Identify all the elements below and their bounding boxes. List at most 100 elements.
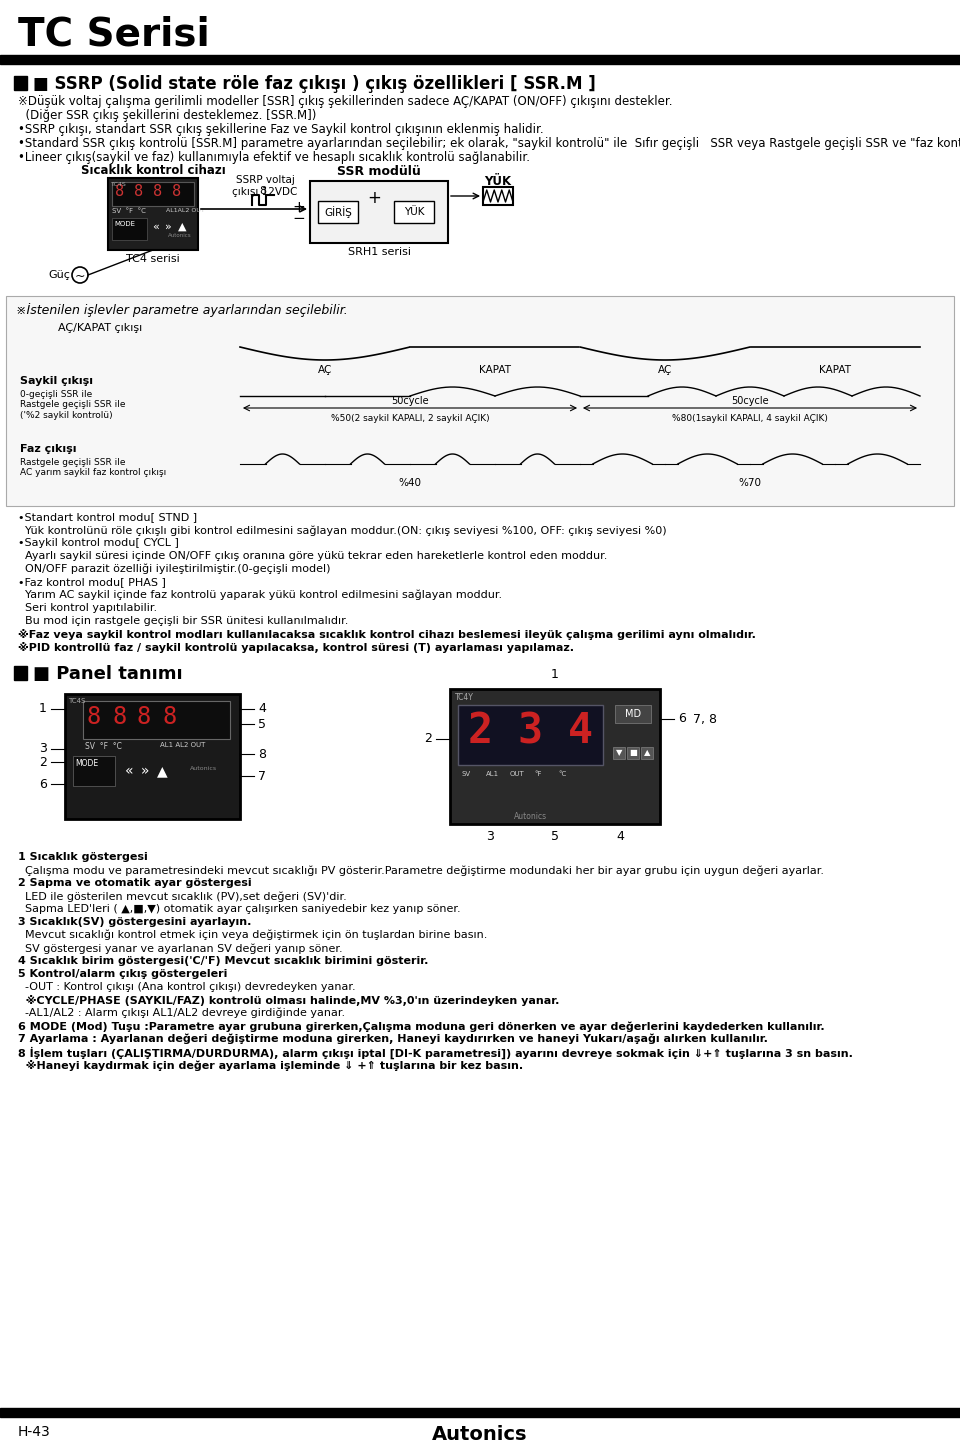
Text: «: « <box>152 222 158 232</box>
Text: KAPAT: KAPAT <box>819 364 851 374</box>
Text: 8: 8 <box>112 706 127 729</box>
Text: MD: MD <box>625 708 641 719</box>
Text: TC Serisi: TC Serisi <box>18 16 209 53</box>
Text: •Standart kontrol modu[ STND ]: •Standart kontrol modu[ STND ] <box>18 513 197 521</box>
Text: 7 Ayarlama : Ayarlanan değeri değiştirme moduna girerken, Haneyi kaydırırken ve : 7 Ayarlama : Ayarlanan değeri değiştirme… <box>18 1034 768 1044</box>
Bar <box>627 747 639 759</box>
Text: 50cycle: 50cycle <box>391 396 429 406</box>
Text: YÜK: YÜK <box>485 176 512 189</box>
Text: %70: %70 <box>738 478 761 488</box>
Text: LED ile gösterilen mevcut sıcaklık (PV),set değeri (SV)'dir.: LED ile gösterilen mevcut sıcaklık (PV),… <box>18 891 347 901</box>
Text: Yarım AC saykil içinde faz kontrolü yaparak yükü kontrol edilmesini sağlayan mod: Yarım AC saykil içinde faz kontrolü yapa… <box>18 590 502 600</box>
Text: ON/OFF parazit özelliği iyileştirilmiştir.(0-geçişli model): ON/OFF parazit özelliği iyileştirilmişti… <box>18 564 330 575</box>
Text: AL1: AL1 <box>486 770 499 778</box>
Bar <box>14 665 27 680</box>
Text: Güç: Güç <box>48 271 70 279</box>
Text: «: « <box>125 765 133 778</box>
Bar <box>310 181 448 243</box>
Text: Ayarlı saykil süresi içinde ON/OFF çıkış oranına göre yükü tekrar eden hareketle: Ayarlı saykil süresi içinde ON/OFF çıkış… <box>18 552 608 562</box>
Text: •Faz kontrol modu[ PHAS ]: •Faz kontrol modu[ PHAS ] <box>18 577 166 588</box>
Text: 8: 8 <box>259 186 267 196</box>
Bar <box>458 706 603 765</box>
Text: ※PID kontrollü faz / saykil kontrolü yapılacaksa, kontrol süresi (T) ayarlaması : ※PID kontrollü faz / saykil kontrolü yap… <box>18 642 574 652</box>
Text: 3: 3 <box>486 829 494 842</box>
Text: SSRP voltaj
çıkışı 12VDC: SSRP voltaj çıkışı 12VDC <box>232 176 298 197</box>
Text: 6: 6 <box>39 778 47 791</box>
Text: Bu mod için rastgele geçişli bir SSR ünitesi kullanılmalıdır.: Bu mod için rastgele geçişli bir SSR üni… <box>18 616 348 626</box>
Text: SV: SV <box>462 770 471 778</box>
Text: Autonics: Autonics <box>168 233 192 238</box>
Bar <box>108 179 198 251</box>
Text: ※İstenilen işlevler parametre ayarlarından seçilebilir.: ※İstenilen işlevler parametre ayarlarınd… <box>16 302 348 317</box>
Text: OUT: OUT <box>510 770 525 778</box>
Text: 8: 8 <box>162 706 177 729</box>
Text: °F: °F <box>534 770 541 778</box>
Text: SV  °F  °C: SV °F °C <box>112 207 146 215</box>
Text: ※CYCLE/PHASE (SAYKIL/FAZ) kontrolü olması halinde,MV %3,0'ın üzerindeyken yanar.: ※CYCLE/PHASE (SAYKIL/FAZ) kontrolü olmas… <box>18 995 560 1007</box>
Text: Çalışma modu ve parametresindeki mevcut sıcaklığı PV gösterir.Parametre değiştir: Çalışma modu ve parametresindeki mevcut … <box>18 865 824 876</box>
Text: •Saykil kontrol modu[ CYCL ]: •Saykil kontrol modu[ CYCL ] <box>18 539 179 549</box>
Text: 6 MODE (Mod) Tuşu :Parametre ayar grubuna girerken,Çalışma moduna geri dönerken : 6 MODE (Mod) Tuşu :Parametre ayar grubun… <box>18 1021 825 1031</box>
Text: 7, 8: 7, 8 <box>693 713 717 726</box>
Bar <box>83 701 230 739</box>
Text: SSR modülü: SSR modülü <box>337 166 420 179</box>
Text: GİRİŞ: GİRİŞ <box>324 206 352 217</box>
Text: Sıcaklık kontrol cihazı: Sıcaklık kontrol cihazı <box>81 164 226 177</box>
Bar <box>613 747 625 759</box>
Text: °C: °C <box>558 770 566 778</box>
Text: KAPAT: KAPAT <box>479 364 511 374</box>
Text: AÇ/KAPAT çıkışı: AÇ/KAPAT çıkışı <box>58 323 142 333</box>
Text: %40: %40 <box>398 478 421 488</box>
Text: 1 Sıcaklık göstergesi: 1 Sıcaklık göstergesi <box>18 852 148 863</box>
Text: 1: 1 <box>551 668 559 681</box>
Bar <box>65 694 240 819</box>
Text: 50cycle: 50cycle <box>732 396 769 406</box>
Text: %80(1saykil KAPALI, 4 saykil AÇIK): %80(1saykil KAPALI, 4 saykil AÇIK) <box>672 415 828 423</box>
Bar <box>394 202 434 223</box>
Text: %50(2 saykil KAPALI, 2 saykil AÇIK): %50(2 saykil KAPALI, 2 saykil AÇIK) <box>330 415 490 423</box>
Text: 1: 1 <box>39 703 47 716</box>
Text: 6: 6 <box>678 713 686 726</box>
Text: AL1AL2 OUT: AL1AL2 OUT <box>166 207 204 213</box>
Text: TC4S: TC4S <box>111 181 127 187</box>
Bar <box>641 747 653 759</box>
Text: Yük kontrolünü röle çıkışlı gibi kontrol edilmesini sağlayan moddur.(ON: çıkış s: Yük kontrolünü röle çıkışlı gibi kontrol… <box>18 526 666 536</box>
Text: +: + <box>292 200 304 215</box>
Text: ※Faz veya saykil kontrol modları kullanılacaksa sıcaklık kontrol cihazı beslemes: ※Faz veya saykil kontrol modları kullanı… <box>18 629 756 639</box>
Text: SV  °F  °C: SV °F °C <box>85 742 122 752</box>
Text: •Standard SSR çıkış kontrolü [SSR.M] parametre ayarlarından seçilebilir; ek olar: •Standard SSR çıkış kontrolü [SSR.M] par… <box>18 137 960 150</box>
Text: −: − <box>292 212 304 226</box>
Text: ~: ~ <box>75 269 85 282</box>
Text: 8: 8 <box>258 747 266 760</box>
Bar <box>14 76 27 89</box>
Text: 8: 8 <box>172 184 181 199</box>
Text: -AL1/AL2 : Alarm çıkışı AL1/AL2 devreye girdiğinde yanar.: -AL1/AL2 : Alarm çıkışı AL1/AL2 devreye … <box>18 1008 346 1018</box>
Text: Mevcut sıcaklığı kontrol etmek için veya değiştirmek için ön tuşlardan birine ba: Mevcut sıcaklığı kontrol etmek için veya… <box>18 930 488 940</box>
Text: 2: 2 <box>39 756 47 769</box>
Text: »: » <box>141 765 150 778</box>
Text: 5: 5 <box>258 717 266 730</box>
Text: 2: 2 <box>424 733 432 746</box>
Text: 4: 4 <box>258 703 266 716</box>
Text: SV göstergesi yanar ve ayarlanan SV değeri yanıp söner.: SV göstergesi yanar ve ayarlanan SV değe… <box>18 943 343 953</box>
Text: ▲: ▲ <box>644 749 650 757</box>
Text: »: » <box>165 222 172 232</box>
Text: Autonics: Autonics <box>190 766 217 770</box>
Text: 8: 8 <box>134 184 143 199</box>
Text: 2 3 4: 2 3 4 <box>468 711 593 753</box>
Text: ▲: ▲ <box>157 765 168 778</box>
Text: ※Düşük voltaj çalışma gerilimli modeller [SSR] çıkış şekillerinden sadece AÇ/KAP: ※Düşük voltaj çalışma gerilimli modeller… <box>18 95 673 108</box>
Text: ▼: ▼ <box>615 749 622 757</box>
Text: ■ Panel tanımı: ■ Panel tanımı <box>33 665 182 683</box>
Text: Sapma LED'leri ( ▲,■,▼) otomatik ayar çalışırken saniyedebir kez yanıp söner.: Sapma LED'leri ( ▲,■,▼) otomatik ayar ça… <box>18 904 461 914</box>
Text: 5: 5 <box>551 829 559 842</box>
Text: 7: 7 <box>258 769 266 782</box>
Text: AÇ: AÇ <box>318 364 332 374</box>
Bar <box>0 1408 960 1417</box>
Text: SRH1 serisi: SRH1 serisi <box>348 248 411 256</box>
Text: YÜK: YÜK <box>404 207 424 217</box>
Text: 8: 8 <box>137 706 152 729</box>
Text: AL1 AL2 OUT: AL1 AL2 OUT <box>160 742 205 747</box>
Text: Rastgele geçişli SSR ile
AC yarım saykil faz kontrol çıkışı: Rastgele geçişli SSR ile AC yarım saykil… <box>20 458 166 478</box>
Bar <box>318 202 358 223</box>
